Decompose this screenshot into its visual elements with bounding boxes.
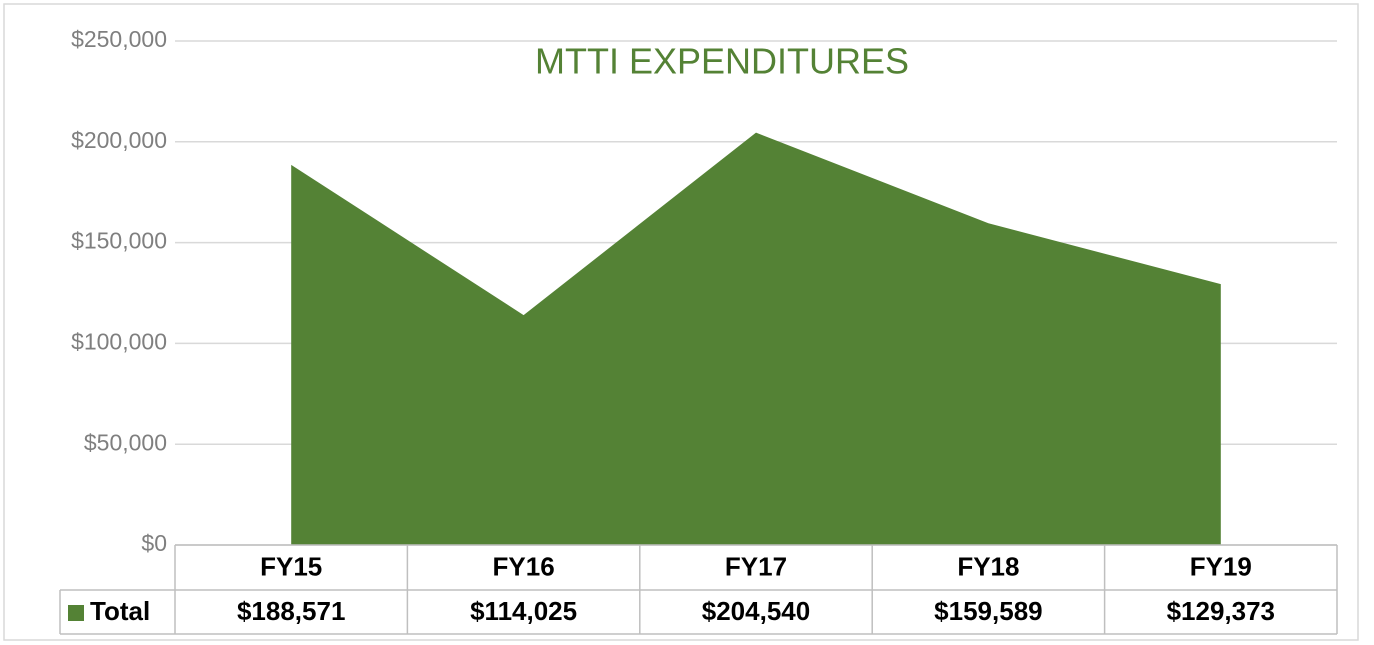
data-label: $159,589 (934, 596, 1042, 626)
y-tick-label: $250,000 (71, 26, 167, 52)
y-tick-label: $50,000 (84, 429, 167, 455)
chart-frame (3, 3, 1359, 641)
x-tick-label: FY15 (260, 551, 322, 581)
data-label: $114,025 (470, 596, 577, 626)
x-tick-label: FY18 (957, 551, 1019, 581)
x-tick-label: FY16 (493, 551, 555, 581)
x-tick-label: FY17 (725, 551, 787, 581)
legend-label: Total (90, 596, 150, 626)
y-tick-label: $200,000 (71, 127, 167, 153)
y-tick-label: $150,000 (71, 228, 167, 254)
data-label: $188,571 (237, 596, 345, 626)
x-tick-label: FY19 (1190, 551, 1252, 581)
area (291, 132, 1221, 546)
legend-swatch (68, 605, 84, 621)
y-tick-label: $0 (141, 530, 167, 556)
y-tick-label: $100,000 (71, 328, 167, 354)
chart-title: MTTI EXPENDITURES (535, 41, 909, 82)
data-label: $129,373 (1167, 596, 1275, 626)
data-label: $204,540 (702, 596, 810, 626)
